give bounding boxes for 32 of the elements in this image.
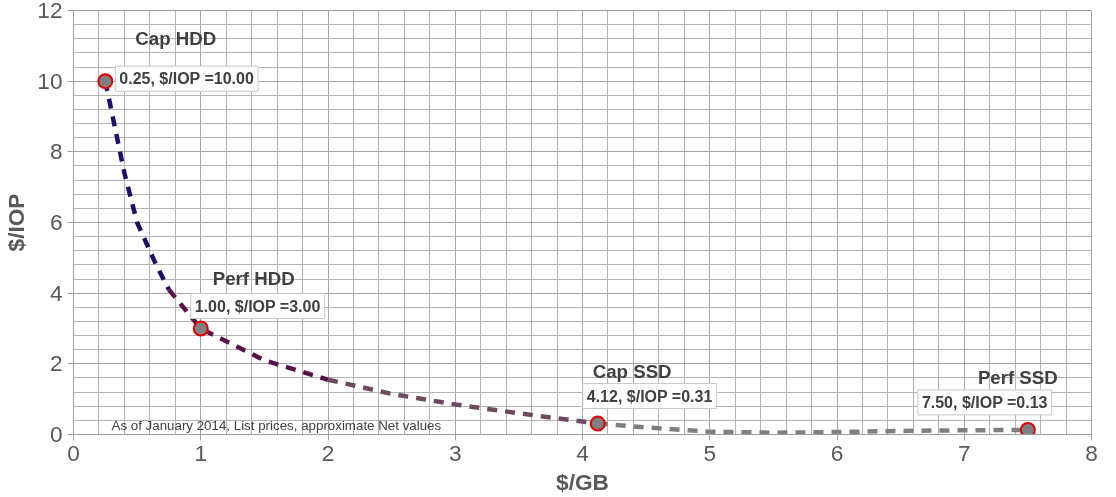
- y-tick-label: 4: [49, 279, 63, 306]
- y-tick-label: 8: [49, 138, 63, 165]
- x-tick-label: 1: [194, 439, 208, 466]
- annotation: Perf HDD: [212, 267, 295, 289]
- point: [97, 73, 114, 90]
- point: [1019, 421, 1036, 435]
- y-tick-label: 10: [37, 67, 63, 94]
- point: [589, 415, 606, 432]
- x-tick-label: 4: [576, 439, 589, 466]
- y-axis-title: $/IOP: [3, 193, 30, 252]
- annotation: Cap SSD: [592, 360, 672, 382]
- annotation: Cap HDD: [135, 28, 217, 50]
- data-label: 0.25, $/IOP =10.00: [119, 70, 254, 88]
- y-tick-label: 6: [49, 209, 63, 235]
- x-tick-label: 3: [448, 439, 462, 466]
- x-tick-label: 5: [703, 439, 717, 466]
- data-label: 4.12, $/IOP =0.31: [586, 387, 713, 405]
- point: [192, 320, 209, 337]
- x-tick-label: 0: [67, 439, 80, 466]
- y-tick-label: 2: [49, 350, 63, 377]
- x-tick-label: 6: [830, 439, 844, 466]
- annotation: Perf SSD: [977, 366, 1058, 388]
- x-tick-label: 2: [321, 439, 335, 466]
- x-tick-label: 7: [957, 439, 971, 466]
- x-axis-title: $/GB: [556, 468, 609, 495]
- line-series: [166, 287, 331, 382]
- data-label: 1.00, $/IOP =3.00: [194, 297, 321, 315]
- annotation: As of January 2014, List prices, approximate Net values: [111, 417, 442, 433]
- x-tick-label: 8: [1085, 439, 1098, 466]
- data-label: 7.50, $/IOP =0.13: [921, 393, 1048, 411]
- y-tick-label: 12: [37, 0, 63, 23]
- y-tick-label: 0: [49, 421, 63, 447]
